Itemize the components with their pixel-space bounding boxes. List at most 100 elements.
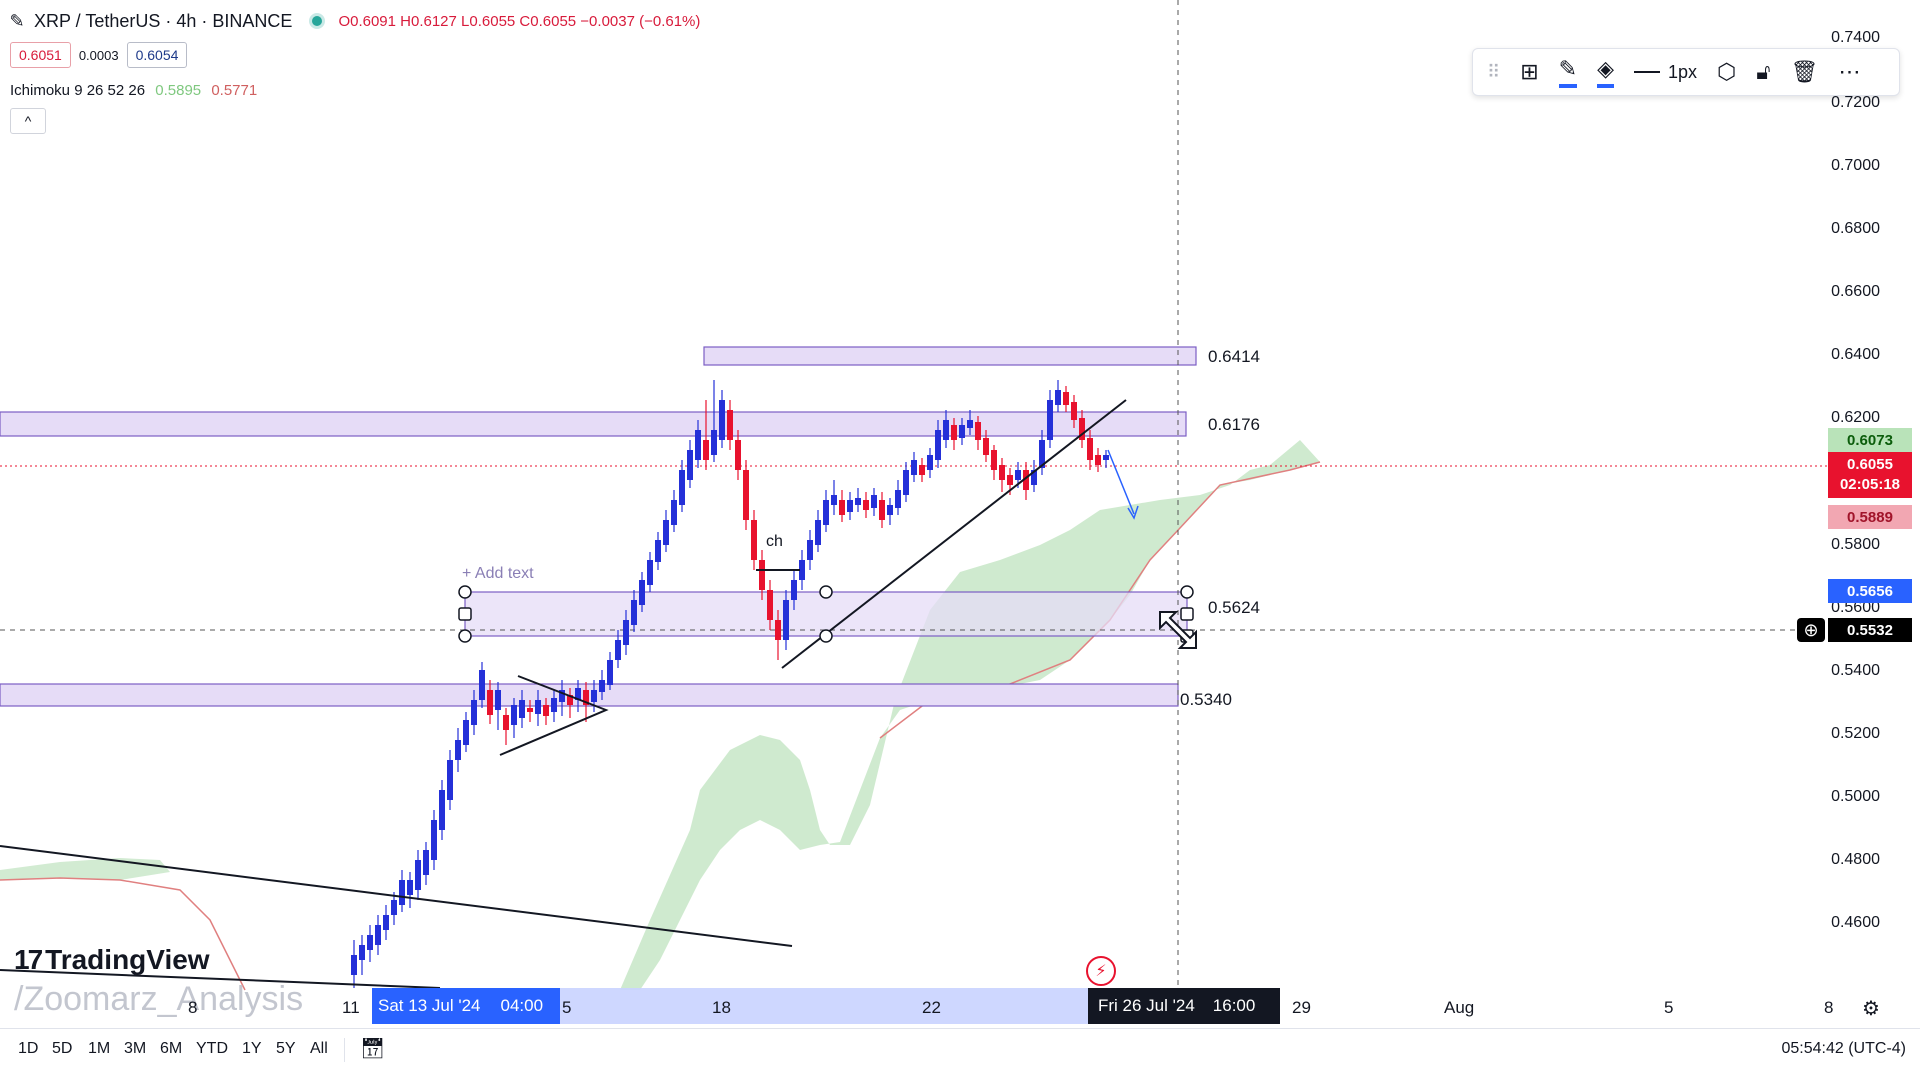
drawing-toolbar: ⠿ ⊞ ✎ ◈ 1px ⬡ 🔓︎ 🗑︎ ⋯ (1472, 48, 1900, 96)
zone-0.6176[interactable] (0, 411, 1187, 437)
candle-body (879, 500, 885, 520)
candle-body (663, 520, 669, 545)
candle-body (431, 820, 437, 860)
last-price: 0.6055 (1847, 456, 1893, 473)
candle-body (927, 455, 933, 470)
price-tick: 0.4600 (1831, 914, 1880, 931)
candle-body (943, 420, 949, 440)
candle-body (991, 450, 997, 470)
indicator-legend[interactable]: Ichimoku 9 26 52 26 0.5895 0.5771 (10, 82, 257, 99)
candle-body (1031, 470, 1037, 485)
time-tick: 29 (1292, 998, 1311, 1017)
candle-body (479, 670, 485, 700)
range-1m[interactable]: 1M (88, 1040, 111, 1057)
market-status-dot (312, 16, 323, 26)
calendar-icon[interactable]: 📅︎ (360, 1038, 386, 1060)
candle-body (839, 500, 845, 515)
candle-body (967, 420, 973, 428)
symbol-title[interactable]: XRP / TetherUS · 4h · BINANCE (34, 10, 293, 31)
candle-body (999, 465, 1005, 480)
candle-body (455, 740, 461, 760)
price-tick: 0.6800 (1831, 220, 1880, 237)
buy-button[interactable]: 0.6054 (126, 42, 188, 68)
time-tick: 5 (1664, 998, 1674, 1017)
candle-body (463, 720, 469, 745)
range-3m[interactable]: 3M (124, 1040, 147, 1057)
line-width-label: 1px (1667, 61, 1698, 82)
time-tick: Aug (1444, 998, 1475, 1017)
collapse-legend-button[interactable]: ^ (10, 108, 46, 134)
candle-body (735, 440, 741, 470)
clock-timezone[interactable]: 05:54:42 (UTC-4) (1781, 1040, 1907, 1057)
settings-hex-icon[interactable]: ⬡ (1717, 59, 1737, 84)
range-all[interactable]: All (310, 1040, 328, 1057)
candle-body (799, 560, 805, 580)
ichimoku-cloud-left (0, 858, 170, 880)
range-1y[interactable]: 1Y (242, 1040, 262, 1057)
lock-icon[interactable]: 🔓︎ (1756, 59, 1771, 84)
candle-body (575, 688, 581, 700)
line-color-icon[interactable]: ✎ (1558, 56, 1578, 88)
candle-body (495, 690, 501, 710)
price-tick: 0.7200 (1831, 94, 1880, 111)
candle-body (783, 600, 789, 640)
triangle-pattern[interactable] (499, 675, 609, 756)
candle-body (791, 580, 797, 600)
sell-button[interactable]: 0.6051 (10, 42, 71, 68)
axis-settings-icon[interactable]: ⚙ (1862, 998, 1880, 1020)
line-width-icon (1633, 71, 1660, 73)
indicator-value-2: 0.5771 (211, 82, 258, 99)
range-6m[interactable]: 6M (160, 1040, 183, 1057)
price-tag-cursor: 0.5532 (1828, 618, 1912, 642)
candle-body (727, 410, 733, 440)
range-5d[interactable]: 5D (52, 1040, 73, 1057)
candle-body (975, 422, 981, 440)
candle-body (567, 695, 573, 705)
trendline-long[interactable] (0, 845, 793, 947)
candle-body (511, 705, 517, 725)
add-alert-plus-icon[interactable]: ⊕ (1797, 618, 1825, 642)
add-text-button[interactable]: + Add text (462, 565, 534, 582)
range-5y[interactable]: 5Y (276, 1040, 296, 1057)
candle-body (423, 850, 429, 875)
fill-color-icon[interactable]: ◈ (1597, 56, 1614, 88)
candle-body (903, 470, 909, 495)
trendline-up[interactable] (781, 399, 1127, 669)
candle-body (503, 715, 509, 730)
zone-0.6414[interactable] (703, 346, 1197, 366)
trash-icon[interactable]: 🗑︎ (1790, 59, 1819, 84)
bottom-toolbar (0, 1028, 1920, 1073)
candle-body (823, 500, 829, 525)
price-tag-last: 0.6055 02:05:18 (1828, 452, 1912, 498)
candle-body (1079, 418, 1085, 440)
candle-body (935, 430, 941, 460)
pencil-icon[interactable]: ✎ (9, 10, 25, 31)
choch-label: ch (766, 533, 783, 550)
candle-body (855, 498, 861, 505)
time-tick: 18 (712, 998, 731, 1017)
candle-body (359, 945, 365, 960)
time-tick: 8 (1824, 998, 1834, 1017)
range-ytd[interactable]: YTD (196, 1040, 228, 1057)
level-label-0.5340: 0.5340 (1180, 690, 1232, 709)
drag-handle-icon[interactable]: ⠿ (1487, 61, 1501, 82)
level-label-0.6176: 0.6176 (1208, 415, 1260, 434)
more-icon[interactable]: ⋯ (1838, 59, 1861, 84)
price-tick: 0.7000 (1831, 157, 1880, 174)
line-width-button[interactable]: 1px (1633, 61, 1698, 83)
candle-body (471, 700, 477, 725)
candle-body (535, 700, 541, 714)
range-1d[interactable]: 1D (18, 1040, 39, 1057)
candle-body (551, 698, 557, 712)
lightning-icon[interactable]: ⚡︎ (1086, 956, 1116, 986)
price-tick: 0.7400 (1831, 29, 1880, 46)
candle-body (1063, 392, 1069, 405)
candle-body (671, 500, 677, 525)
candle-body (719, 400, 725, 440)
time-cursor-left: Sat 13 Jul '24 04:00 (372, 988, 560, 1024)
author-watermark: /Zoomarz_Analysis (14, 980, 304, 1018)
trendline-long-2[interactable] (0, 969, 441, 989)
candle-body (599, 680, 605, 692)
templates-icon[interactable]: ⊞ (1520, 59, 1539, 84)
